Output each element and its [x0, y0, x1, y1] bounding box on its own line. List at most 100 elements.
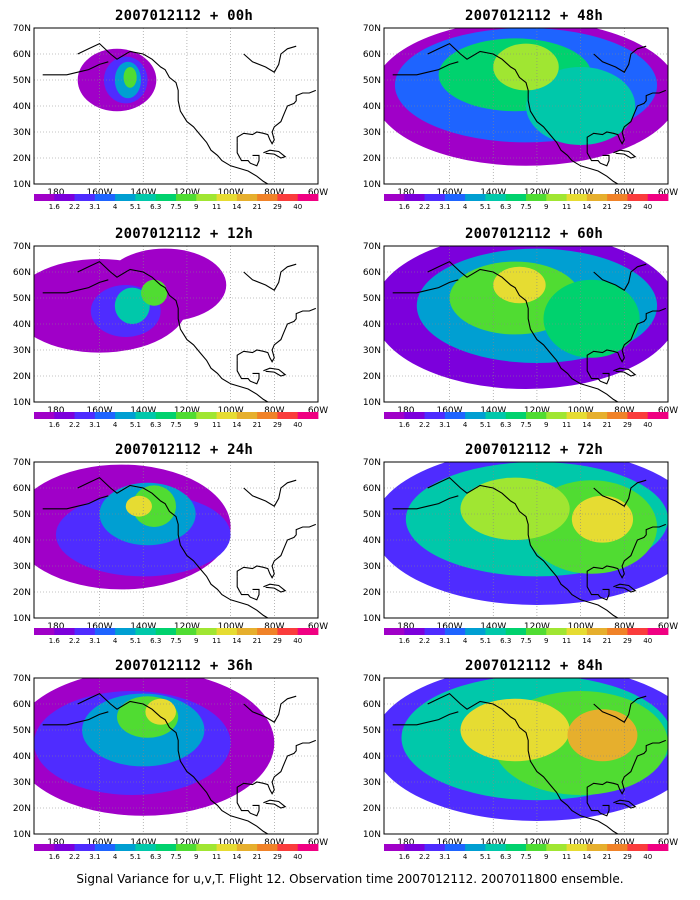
lat-tick-label: 50N [13, 510, 31, 520]
lat-tick-label: 70N [363, 458, 381, 468]
colorbar-label: 3.1 [89, 421, 100, 429]
variance-contour [145, 698, 176, 725]
variance-contour [114, 287, 150, 324]
colorbar-label: 40 [293, 637, 302, 645]
colorbar-swatch [627, 412, 649, 419]
lon-tick-label: 100W [218, 838, 244, 848]
colorbar-swatch [216, 628, 238, 635]
colorbar-swatch [297, 628, 319, 635]
forecast-panel: 2007012112 + 24h 70N 60N 50N 40N 30N 20N 10N 180… [0, 442, 340, 657]
colorbar-swatch [34, 412, 55, 419]
colorbar-swatch [465, 844, 486, 851]
colorbar-swatch [34, 628, 55, 635]
colorbar-label: 29 [623, 853, 632, 861]
colorbar-swatch [196, 194, 217, 201]
colorbar-swatch [115, 844, 136, 851]
panel-title: 2007012112 + 12h [114, 226, 254, 242]
colorbar-swatch [586, 628, 608, 635]
colorbar-swatch [526, 844, 547, 851]
coastline [427, 260, 619, 402]
colorbar-swatch [505, 194, 527, 201]
lon-tick-label: 80W [614, 838, 634, 848]
lat-tick-label: 10N [363, 398, 381, 408]
lon-tick-label: 140W [480, 406, 506, 416]
colorbar-label: 6.3 [150, 421, 161, 429]
coastline [42, 279, 109, 294]
colorbar-label: 14 [232, 637, 241, 645]
colorbar-label: 3.1 [439, 637, 450, 645]
colorbar-swatch [216, 194, 238, 201]
colorbar-label: 7.5 [520, 203, 531, 211]
colorbar-swatch [627, 194, 649, 201]
lon-tick-label: 100W [218, 188, 244, 198]
colorbar-label: 11 [212, 421, 221, 429]
lat-tick-label: 60N [13, 268, 31, 278]
colorbar-label: 4 [113, 853, 118, 861]
colorbar-swatch [546, 628, 567, 635]
coastline [236, 576, 260, 601]
lon-tick-label: 160W [86, 406, 112, 416]
lon-tick-label: 120W [524, 406, 550, 416]
map-frame [33, 461, 319, 619]
colorbar-label: 21 [603, 421, 612, 429]
colorbar-label: 29 [273, 637, 282, 645]
variance-contour [493, 43, 559, 91]
map-frame [33, 677, 319, 835]
lon-tick-label: 120W [524, 838, 550, 848]
lat-tick-label: 70N [13, 674, 31, 684]
lat-tick-label: 10N [363, 830, 381, 840]
colorbar-swatch [647, 844, 669, 851]
colorbar-label: 14 [582, 203, 591, 211]
lon-tick-label: 180 [397, 838, 414, 848]
lon-tick-label: 120W [174, 406, 200, 416]
lon-tick-label: 140W [130, 188, 156, 198]
colorbar-swatch [607, 628, 628, 635]
colorbar-swatch [485, 844, 507, 851]
colorbar-label: 21 [253, 421, 262, 429]
lon-tick-label: 160W [436, 406, 462, 416]
colorbar-label: 29 [623, 203, 632, 211]
coastline [593, 263, 647, 291]
colorbar-label: 11 [212, 853, 221, 861]
map-frame [33, 27, 319, 185]
lat-tick-label: 10N [363, 614, 381, 624]
colorbar-swatch [176, 628, 197, 635]
colorbar-label: 2.2 [419, 203, 430, 211]
colorbar-swatch [216, 412, 238, 419]
variance-map: 70N 60N 50N 40N 30N 20N 10N 180 160W 140W 120W 100W… [363, 242, 678, 429]
colorbar-swatch [135, 194, 157, 201]
colorbar-swatch [647, 194, 669, 201]
coastline [586, 576, 610, 601]
panel-title: 2007012112 + 36h [114, 658, 254, 674]
lon-tick-label: 180 [397, 188, 414, 198]
lon-tick-label: 140W [480, 622, 506, 632]
coastline [586, 792, 610, 817]
coastline [392, 495, 459, 510]
colorbar-label: 1.6 [49, 203, 61, 211]
lat-tick-label: 60N [363, 268, 381, 278]
lon-tick-label: 160W [86, 622, 112, 632]
colorbar-swatch [297, 844, 319, 851]
colorbar-swatch [94, 194, 116, 201]
colorbar-swatch [115, 194, 136, 201]
lon-tick-label: 80W [264, 622, 284, 632]
colorbar-swatch [546, 844, 567, 851]
coastline [392, 61, 459, 76]
colorbar-label: 3.1 [89, 203, 100, 211]
colorbar-label: 1.6 [49, 853, 61, 861]
lon-tick-label: 100W [218, 622, 244, 632]
colorbar-swatch [607, 412, 628, 419]
lon-tick-label: 160W [86, 188, 112, 198]
lat-tick-label: 40N [363, 320, 381, 330]
colorbar-label: 9 [194, 203, 198, 211]
colorbar-swatch [505, 412, 527, 419]
coastline [263, 149, 287, 159]
colorbar-label: 9 [544, 203, 548, 211]
map-frame [33, 245, 319, 403]
colorbar-label: 14 [582, 421, 591, 429]
lat-tick-label: 40N [363, 536, 381, 546]
lon-tick-label: 60W [308, 406, 328, 416]
variance-contour [123, 67, 137, 88]
lat-tick-label: 50N [363, 76, 381, 86]
lat-tick-label: 20N [13, 154, 31, 164]
